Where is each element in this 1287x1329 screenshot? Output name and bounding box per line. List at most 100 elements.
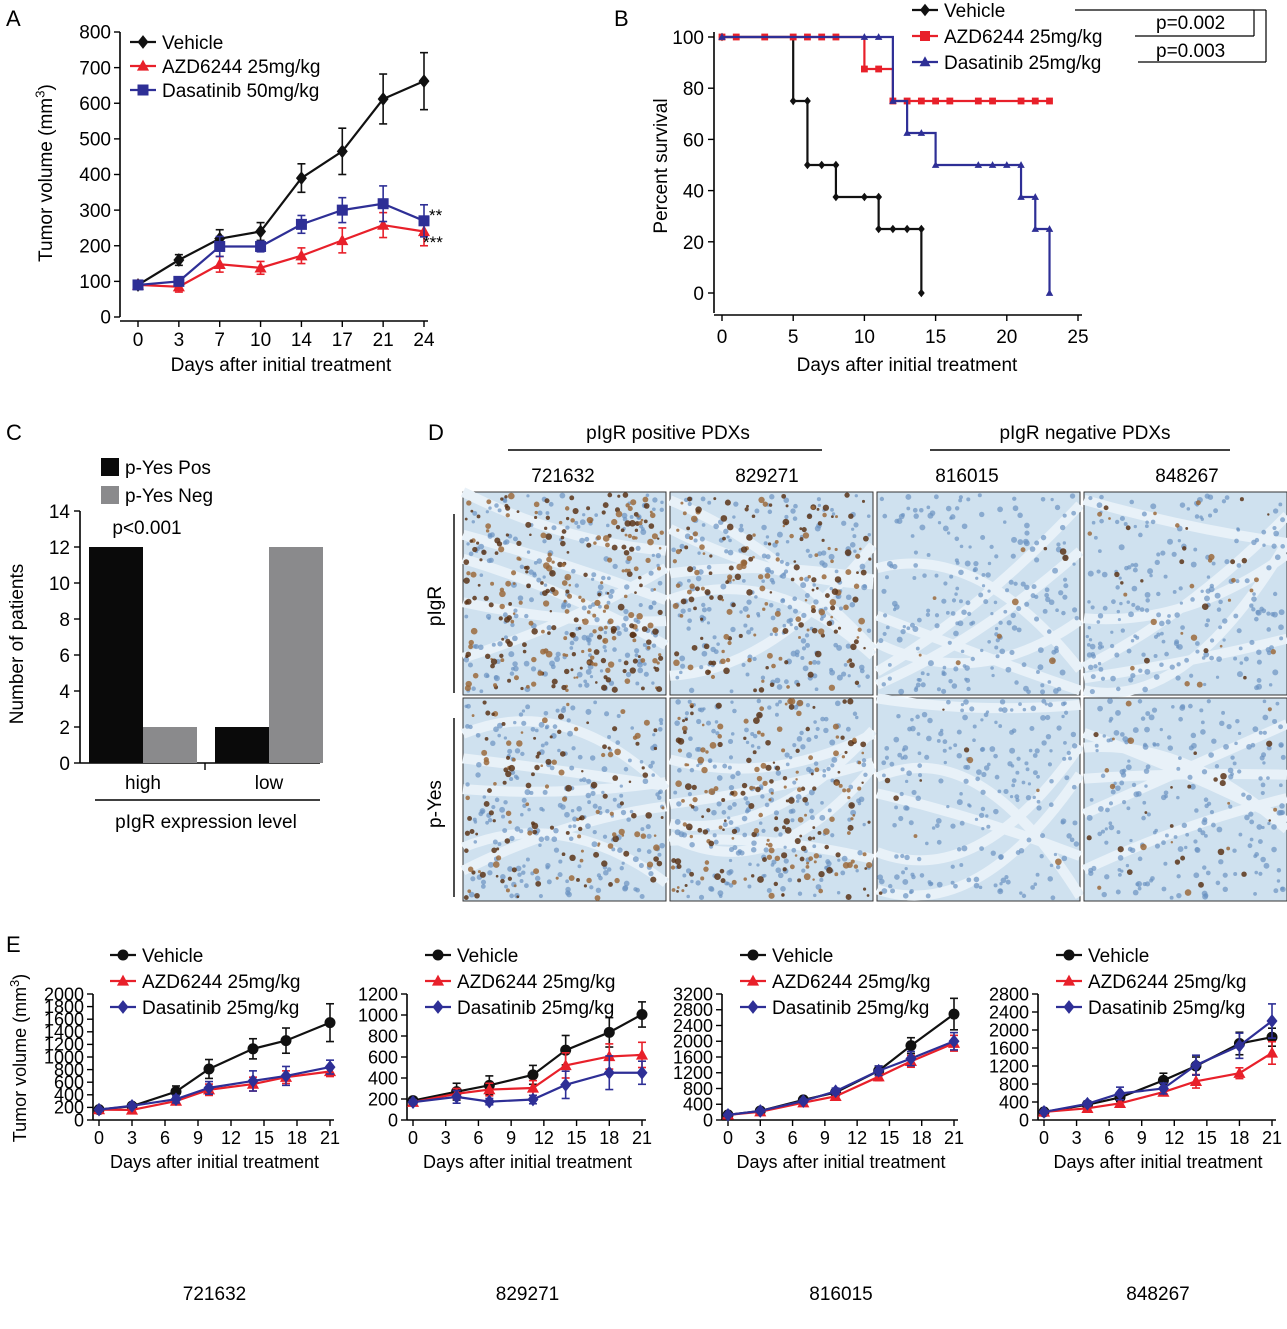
ihc-nucleus xyxy=(1016,756,1021,761)
ihc-nucleus xyxy=(513,608,518,613)
ihc-stain xyxy=(653,588,656,591)
y-tick-label: 800 xyxy=(999,1074,1029,1094)
ihc-nucleus xyxy=(699,536,705,542)
data-point xyxy=(636,1065,648,1080)
ihc-stain xyxy=(772,761,776,764)
x-tick-label: 12 xyxy=(847,1128,867,1148)
ihc-stain xyxy=(1103,505,1109,511)
ihc-nucleus xyxy=(546,625,552,631)
ihc-stain xyxy=(811,627,818,634)
ihc-nucleus xyxy=(1156,612,1162,618)
ihc-nucleus xyxy=(854,494,858,498)
ihc-nucleus xyxy=(1099,518,1104,524)
ihc-nucleus xyxy=(1164,651,1169,657)
ihc-stain xyxy=(762,607,766,611)
ihc-nucleus xyxy=(972,724,977,729)
ihc-nucleus xyxy=(1108,821,1113,826)
ihc-stain xyxy=(690,515,698,523)
ihc-nucleus xyxy=(724,881,729,886)
ihc-nucleus xyxy=(1007,761,1013,767)
ihc-stain xyxy=(781,748,786,753)
ihc-nucleus xyxy=(570,705,576,711)
ihc-nucleus xyxy=(479,689,484,694)
ihc-stain xyxy=(528,620,534,626)
data-point xyxy=(948,1034,960,1049)
ihc-nucleus xyxy=(848,784,854,790)
ihc-stain xyxy=(673,659,680,667)
ihc-stain xyxy=(500,497,504,501)
ihc-nucleus xyxy=(1124,565,1129,571)
ihc-stain xyxy=(559,751,566,757)
ihc-nucleus xyxy=(1012,496,1017,501)
ihc-nucleus xyxy=(673,790,678,795)
ihc-nucleus xyxy=(958,498,963,503)
ihc-nucleus xyxy=(765,568,771,574)
ihc-nucleus xyxy=(1059,669,1066,676)
ihc-stain xyxy=(629,667,636,674)
ihc-nucleus xyxy=(741,815,748,822)
ihc-nucleus xyxy=(1160,631,1164,636)
ihc-nucleus xyxy=(927,717,933,724)
ihc-stain xyxy=(680,501,684,505)
ihc-nucleus xyxy=(1209,655,1215,661)
ihc-nucleus xyxy=(1261,529,1267,535)
ihc-nucleus xyxy=(492,839,498,845)
ihc-nucleus xyxy=(812,659,817,665)
y-tick-label: 400 xyxy=(368,1068,398,1088)
ihc-nucleus xyxy=(1034,540,1040,546)
ihc-nucleus xyxy=(507,866,513,872)
ihc-stain xyxy=(1120,581,1124,585)
ihc-stain xyxy=(699,544,705,550)
ihc-nucleus xyxy=(728,755,734,760)
ihc-nucleus xyxy=(728,538,732,543)
ihc-nucleus xyxy=(814,525,821,532)
ihc-nucleus xyxy=(821,550,827,556)
ihc-stain xyxy=(493,781,497,786)
ihc-stain xyxy=(603,675,608,680)
ihc-nucleus xyxy=(1118,576,1122,580)
panel-label-a: A xyxy=(6,6,21,31)
censor-mark xyxy=(1046,97,1053,105)
ihc-nucleus xyxy=(1023,538,1029,545)
ihc-nucleus xyxy=(792,743,797,748)
ihc-stain xyxy=(658,653,662,657)
ihc-nucleus xyxy=(1190,597,1195,602)
ihc-nucleus xyxy=(978,812,985,819)
ihc-nucleus xyxy=(828,553,835,560)
ihc-nucleus xyxy=(1131,782,1137,788)
ihc-nucleus xyxy=(512,536,518,542)
ihc-stain xyxy=(846,788,851,793)
ihc-stain xyxy=(1267,707,1272,712)
ihc-nucleus xyxy=(990,612,994,616)
ihc-stain xyxy=(687,496,693,502)
censor-mark xyxy=(889,224,897,234)
ihc-stain xyxy=(476,514,481,519)
ihc-nucleus xyxy=(1146,812,1151,817)
ihc-stain xyxy=(1241,871,1247,877)
ihc-nucleus xyxy=(893,736,900,743)
ihc-nucleus xyxy=(522,864,526,868)
ihc-nucleus xyxy=(629,515,634,519)
ihc-nucleus xyxy=(727,738,734,745)
censor-mark xyxy=(917,288,925,298)
ihc-nucleus xyxy=(910,725,916,732)
ihc-nucleus xyxy=(1154,843,1161,849)
ihc-stain xyxy=(649,512,656,519)
ihc-nucleus xyxy=(1003,609,1008,614)
ihc-nucleus xyxy=(894,874,900,880)
ihc-nucleus xyxy=(589,885,594,890)
ihc-nucleus xyxy=(646,833,652,839)
ihc-nucleus xyxy=(624,652,631,658)
ihc-stain xyxy=(686,589,692,595)
ihc-nucleus xyxy=(690,879,694,884)
ihc-nucleus xyxy=(1249,837,1254,842)
ihc-nucleus xyxy=(1184,657,1190,663)
ihc-nucleus xyxy=(941,670,946,674)
ihc-nucleus xyxy=(581,605,587,611)
ihc-stain xyxy=(749,785,754,791)
ihc-stain xyxy=(1093,731,1099,738)
data-point xyxy=(173,275,185,287)
ihc-nucleus xyxy=(1280,754,1286,760)
ihc-stain xyxy=(632,638,637,643)
ihc-nucleus xyxy=(959,544,964,549)
